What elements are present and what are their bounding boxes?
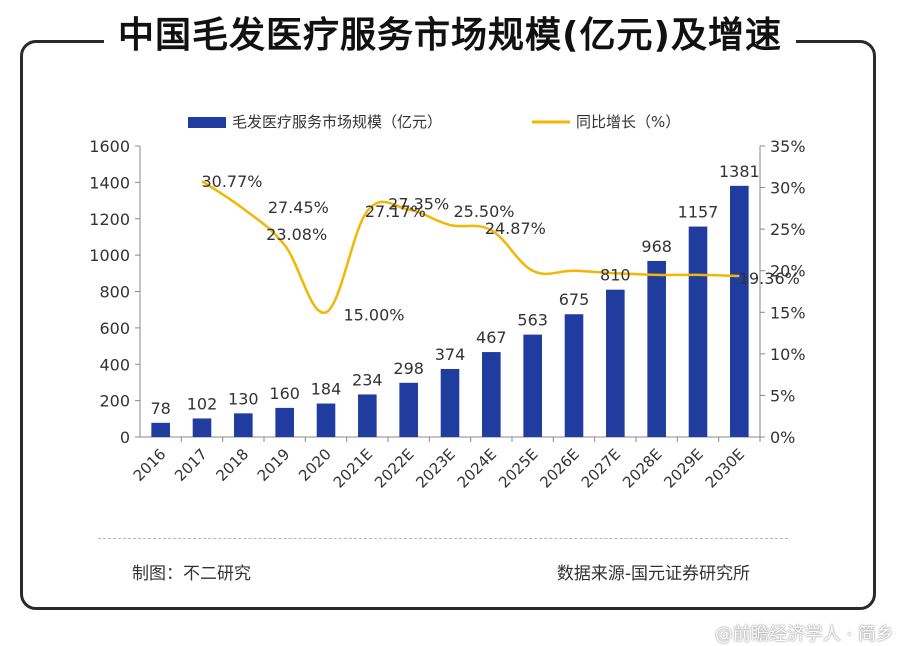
x-tick-label: 2016	[130, 445, 170, 485]
y-left-tick-label: 800	[99, 283, 130, 302]
y-right-tick-label: 0%	[770, 428, 795, 447]
legend: 毛发医疗服务市场规模（亿元） 同比增长（%）	[188, 113, 680, 131]
x-tick-label: 2017	[171, 445, 211, 485]
legend-bar-label: 毛发医疗服务市场规模（亿元）	[232, 113, 442, 131]
bar-series	[151, 185, 749, 437]
title-wrap: 中国毛发医疗服务市场规模(亿元)及增速	[0, 0, 900, 80]
y-left-tick-label: 600	[99, 319, 130, 338]
x-tick-label: 2023E	[412, 445, 458, 491]
bar-value-label: 810	[600, 266, 631, 285]
bar-value-label: 184	[311, 380, 342, 399]
growth-line	[201, 180, 740, 314]
legend-bar-swatch	[188, 117, 226, 128]
growth-value-label: 19.36%	[739, 269, 800, 288]
legend-line-label: 同比增长（%）	[576, 113, 680, 131]
bar	[564, 314, 584, 437]
footer-credit: 制图：不二研究	[132, 564, 251, 584]
y-right-tick-label: 20%	[770, 262, 806, 281]
bar-value-label: 1381	[719, 162, 760, 181]
growth-value-label: 27.35%	[388, 195, 449, 214]
chart-title: 中国毛发医疗服务市场规模(亿元)及增速	[104, 6, 796, 58]
bar-value-label: 467	[476, 328, 507, 347]
y-left-tick-label: 0	[120, 428, 130, 447]
bar-value-label: 374	[435, 345, 466, 364]
x-tick-label: 2029E	[660, 445, 706, 491]
y-left-tick-label: 400	[99, 355, 130, 374]
y-right-tick-label: 25%	[770, 220, 806, 239]
x-tick-label: 2024E	[454, 445, 500, 491]
x-tick-label: 2019	[254, 445, 294, 485]
bar	[316, 403, 336, 437]
x-tick-label: 2030E	[702, 445, 748, 491]
bar	[399, 382, 418, 437]
y-right-tick-label: 10%	[770, 345, 806, 364]
footer-divider	[98, 538, 788, 539]
x-tick-label: 2021E	[330, 445, 376, 491]
growth-value-label: 27.17%	[365, 202, 426, 221]
watermark: @前瞻经济学人 · 简乡	[714, 624, 894, 645]
bar	[606, 289, 625, 437]
bar-value-label: 968	[641, 237, 672, 256]
growth-value-label: 27.45%	[268, 198, 329, 217]
bar	[647, 260, 666, 437]
y-left-tick-label: 1600	[89, 137, 130, 156]
x-tick-label: 2022E	[371, 445, 417, 491]
bar-value-label: 130	[228, 389, 259, 408]
y-left-tick-label: 1200	[89, 210, 130, 229]
growth-value-label: 25.50%	[453, 202, 514, 221]
y-left-tick-label: 1000	[89, 246, 130, 265]
data-labels: 78 102 130 160 184 234 298 374 467 563 675 810 968 11…	[150, 162, 799, 418]
bar	[440, 368, 460, 437]
bar	[275, 407, 294, 437]
bar	[482, 352, 501, 437]
footer-source: 数据来源-国元证券研究所	[556, 564, 750, 584]
line-series	[201, 180, 740, 314]
y-right-tick-label: 15%	[770, 303, 806, 322]
x-tick-label: 2018	[212, 445, 252, 485]
growth-value-label: 23.08%	[266, 225, 327, 244]
bar	[730, 185, 749, 437]
x-tick-label: 2026E	[536, 445, 582, 491]
growth-value-label: 15.00%	[343, 305, 404, 324]
x-tick-label: 2025E	[495, 445, 541, 491]
growth-value-label: 24.87%	[485, 219, 546, 238]
y-left-tick-label: 200	[99, 392, 130, 411]
bar	[688, 226, 708, 437]
bar	[523, 334, 542, 437]
bar	[151, 422, 170, 437]
y-left-tick-label: 1400	[89, 173, 130, 192]
bar	[192, 418, 212, 437]
x-tick-label: 2028E	[619, 445, 665, 491]
x-tick-label: 2027E	[578, 445, 624, 491]
y-right-tick-label: 30%	[770, 179, 806, 198]
bar	[234, 413, 253, 437]
bar-value-label: 160	[269, 384, 300, 403]
bar-value-label: 675	[559, 290, 590, 309]
bar-value-label: 563	[517, 311, 548, 330]
y-right-tick-label: 35%	[770, 137, 806, 156]
growth-value-label: 30.77%	[201, 172, 262, 191]
bar-value-label: 102	[187, 394, 218, 413]
bar-value-label: 1157	[678, 203, 719, 222]
bar	[358, 394, 377, 437]
bar-value-label: 78	[150, 399, 170, 418]
bar-value-label: 298	[393, 359, 424, 378]
bar-value-label: 234	[352, 370, 383, 389]
y-right-tick-label: 5%	[770, 386, 795, 405]
